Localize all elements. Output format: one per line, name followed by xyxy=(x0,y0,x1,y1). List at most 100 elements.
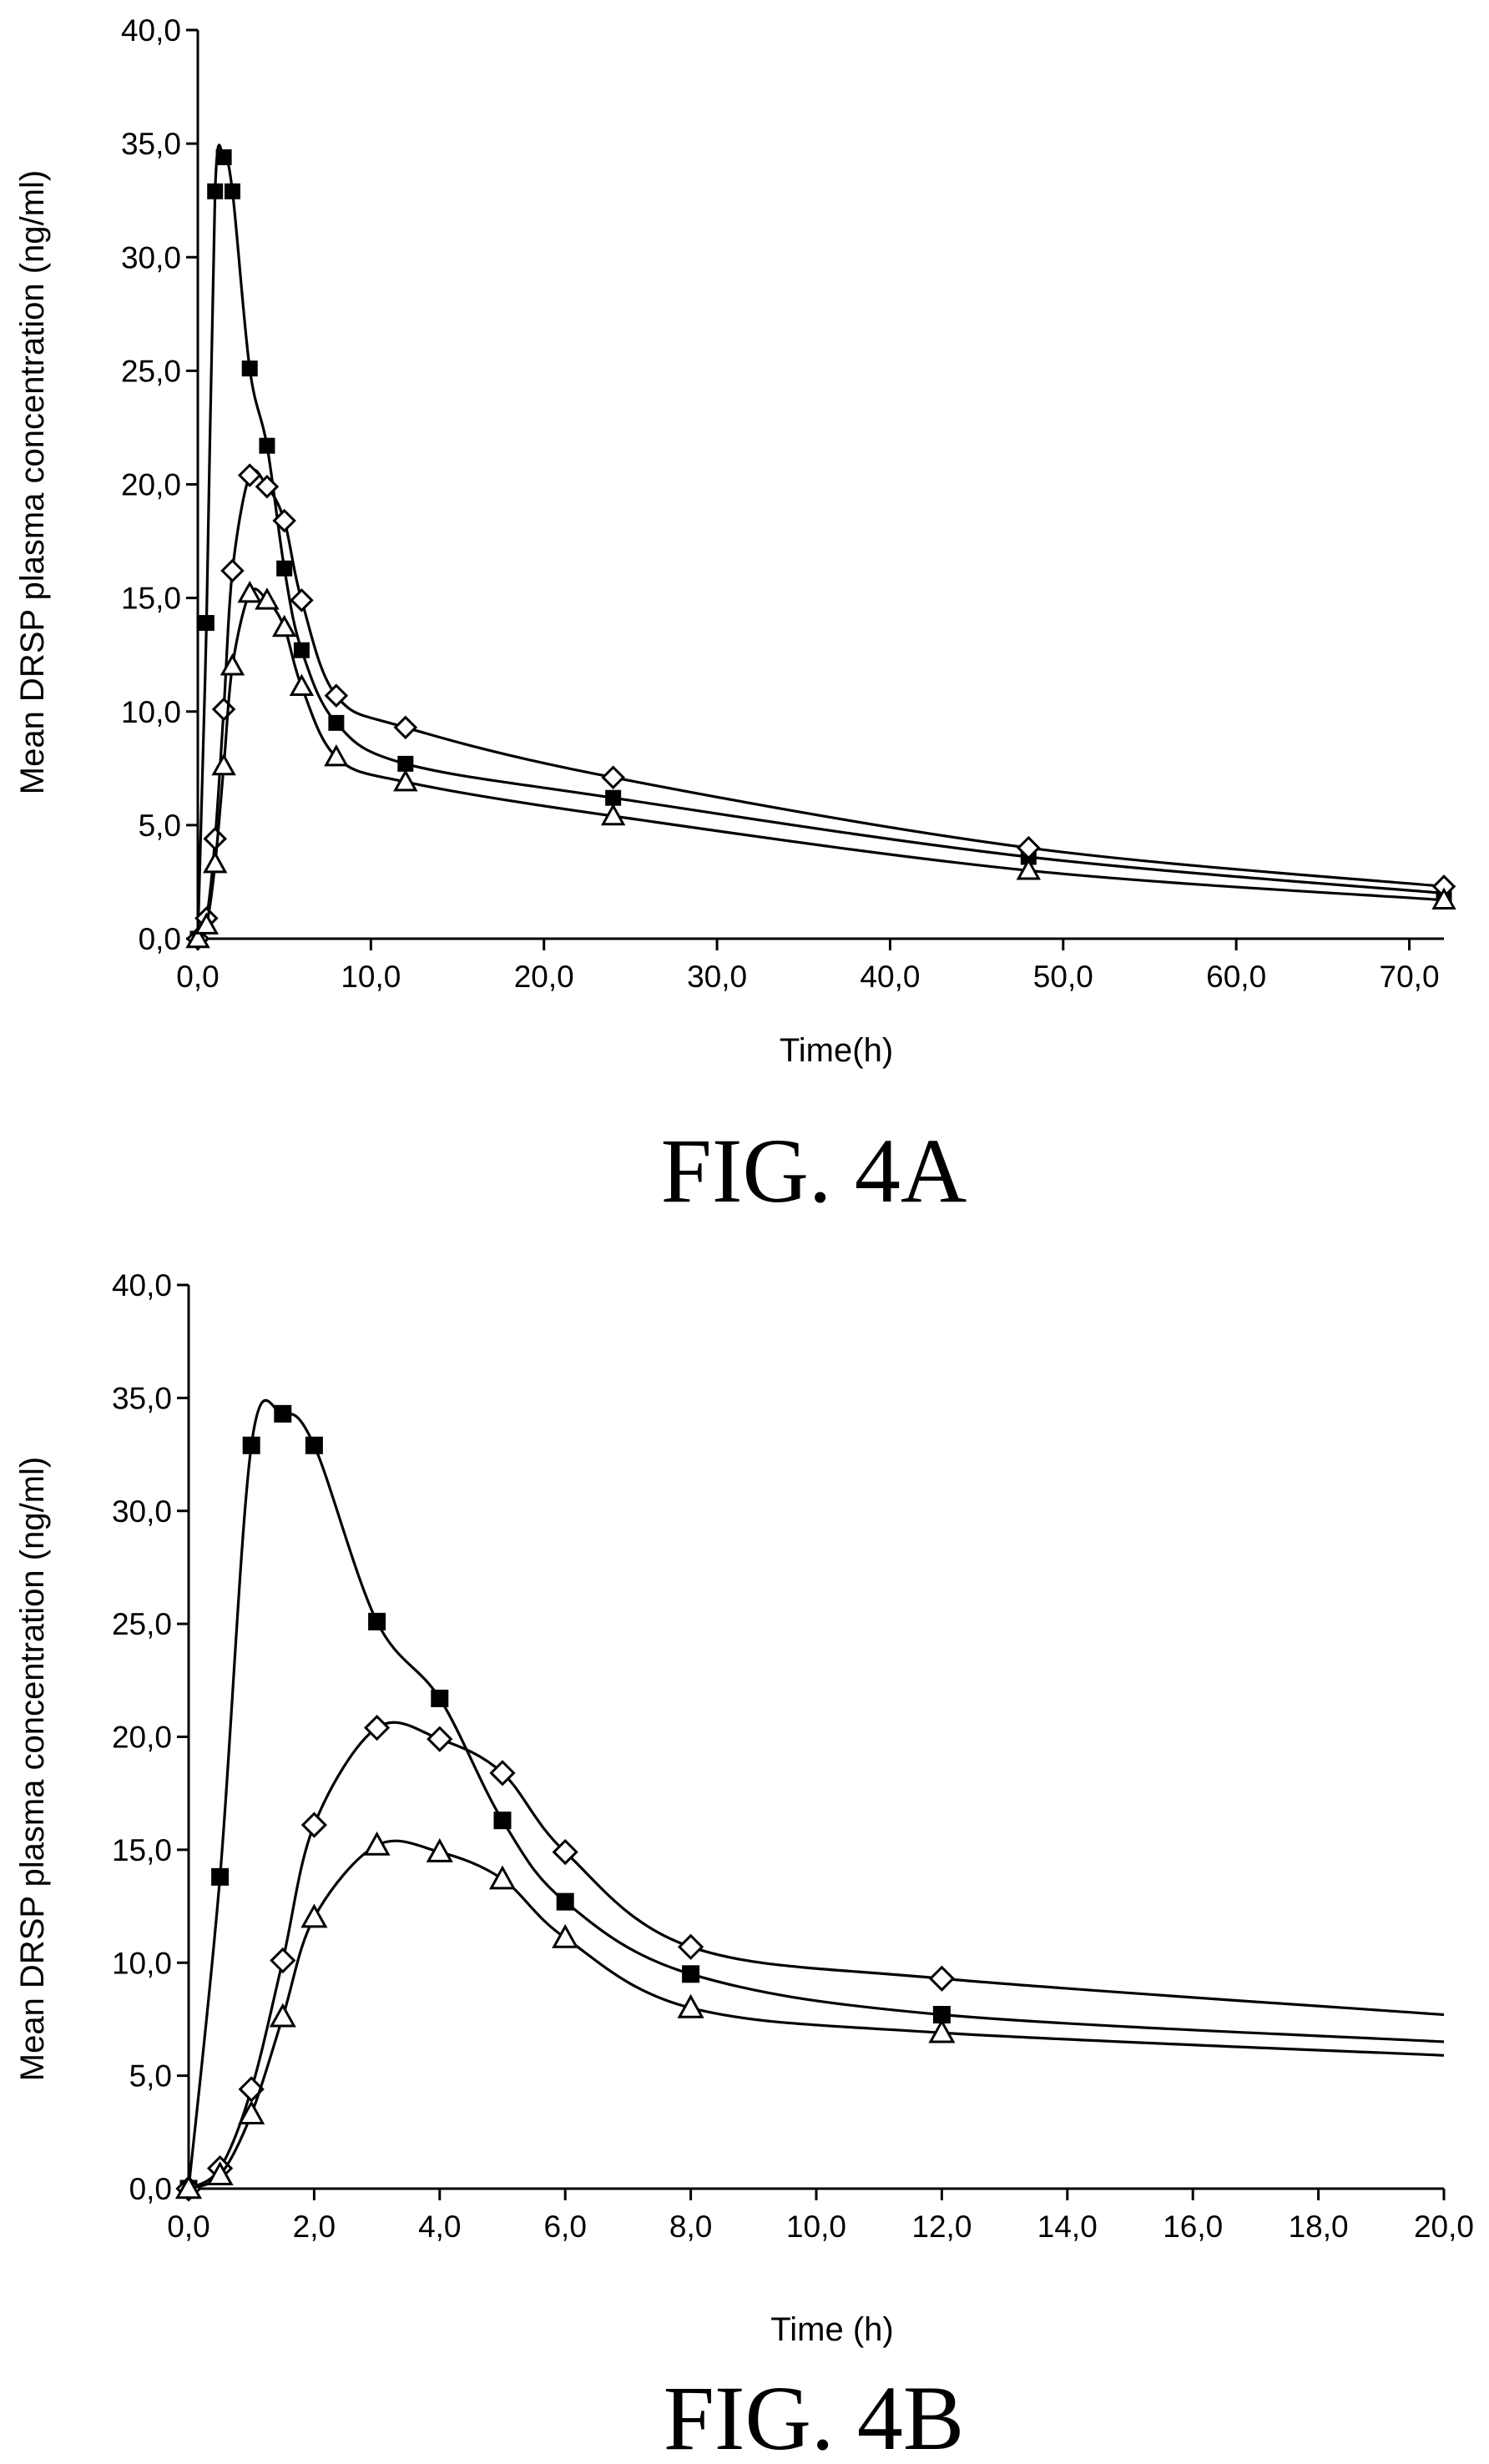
data-point-filled-square xyxy=(605,789,622,806)
data-point-open-triangle xyxy=(203,850,228,874)
series-line-filled-square xyxy=(187,1398,1445,2189)
x-tick-label: 40,0 xyxy=(860,960,920,994)
x-tick-label: 6,0 xyxy=(543,2210,586,2244)
data-point-open-triangle xyxy=(300,1903,328,1928)
series-line-filled-square xyxy=(196,144,1445,940)
x-tick-label: 8,0 xyxy=(669,2210,712,2244)
x-tick-label: 50,0 xyxy=(1033,960,1093,994)
data-point-open-triangle xyxy=(237,580,262,603)
data-point-open-diamond xyxy=(270,1947,296,1974)
data-point-open-triangle xyxy=(174,2174,203,2199)
data-point-open-diamond xyxy=(427,1726,453,1752)
data-point-open-triangle xyxy=(289,673,315,697)
y-tick-label: 25,0 xyxy=(112,1607,172,1641)
y-tick-label: 20,0 xyxy=(121,468,181,502)
data-point-filled-square xyxy=(211,1867,230,1886)
data-point-filled-square xyxy=(276,560,293,577)
figure-caption-fig-4a: FIG. 4A xyxy=(661,1120,967,1222)
data-point-open-triangle xyxy=(1016,858,1042,880)
x-tick-label: 12,0 xyxy=(911,2210,972,2244)
y-tick-label: 30,0 xyxy=(112,1494,172,1529)
data-point-open-triangle xyxy=(552,1923,579,1948)
data-point-open-triangle xyxy=(426,1837,453,1862)
data-point-open-triangle xyxy=(269,2003,296,2028)
data-point-filled-square xyxy=(397,755,414,772)
data-point-filled-square xyxy=(431,1689,449,1707)
y-axis-label-fig-4b: Mean DRSP plasma concentration (ng/ml) xyxy=(14,1457,51,2081)
x-tick-label: 2,0 xyxy=(293,2210,336,2244)
data-point-open-diamond xyxy=(393,715,418,740)
figure-caption-fig-4b: FIG. 4B xyxy=(664,2367,965,2464)
chart-fig-4b: 0,0 5,0 10,0 15,0 20,0 25,0 30,0 35,0 40,0 0,0 2,0… xyxy=(14,1268,1474,2464)
data-point-filled-square xyxy=(242,1436,260,1454)
data-point-filled-square xyxy=(305,1436,323,1454)
data-point-open-triangle xyxy=(220,653,245,676)
y-tick-label: 15,0 xyxy=(121,582,181,616)
data-point-filled-square xyxy=(241,360,258,377)
axes-fig-4a xyxy=(186,28,1444,950)
data-point-filled-square xyxy=(493,1811,512,1830)
x-tick-label: 10,0 xyxy=(341,960,401,994)
data-point-filled-square xyxy=(682,1965,700,1983)
y-axis-label-fig-4a: Mean DRSP plasma concentration (ng/ml) xyxy=(14,170,51,794)
x-tick-label: 10,0 xyxy=(786,2210,846,2244)
data-point-open-diamond xyxy=(363,1715,391,1741)
data-point-filled-square xyxy=(556,1892,574,1911)
data-point-filled-square xyxy=(198,615,215,632)
x-axis-label-fig-4b: Time (h) xyxy=(770,2311,893,2348)
data-point-open-triangle xyxy=(600,803,626,826)
x-tick-label: 18,0 xyxy=(1289,2210,1349,2244)
data-point-open-triangle xyxy=(928,2018,956,2043)
y-tick-label: 0,0 xyxy=(139,922,181,956)
data-point-open-triangle xyxy=(488,1865,517,1890)
x-tick-label: 70,0 xyxy=(1380,960,1440,994)
data-point-open-diamond xyxy=(300,1811,328,1838)
data-point-open-triangle xyxy=(324,743,349,767)
x-tick-label: 20,0 xyxy=(1414,2210,1474,2244)
x-tick-label: 60,0 xyxy=(1206,960,1266,994)
y-tick-label: 15,0 xyxy=(112,1833,172,1867)
axes-fig-4b xyxy=(177,1283,1446,2200)
y-tick-label: 10,0 xyxy=(121,695,181,729)
y-tick-label: 35,0 xyxy=(121,127,181,161)
data-point-filled-square xyxy=(224,183,240,199)
x-axis-label-fig-4a: Time(h) xyxy=(780,1032,893,1069)
x-tick-label: 30,0 xyxy=(687,960,747,994)
data-point-open-diamond xyxy=(272,508,296,533)
data-point-filled-square xyxy=(293,642,310,658)
data-point-open-diamond xyxy=(290,588,314,612)
data-point-open-diamond xyxy=(677,1933,704,1960)
x-tick-label: 16,0 xyxy=(1163,2210,1223,2244)
series-line-open-diamond xyxy=(196,468,1445,940)
data-point-filled-square xyxy=(259,437,275,454)
data-point-open-diamond xyxy=(928,1965,956,1992)
data-point-open-diamond xyxy=(237,463,262,487)
y-tick-label: 40,0 xyxy=(121,13,181,48)
data-point-open-diamond xyxy=(552,1838,578,1866)
data-point-open-diamond xyxy=(489,1760,516,1786)
series-line-open-triangle xyxy=(196,587,1445,940)
x-tick-label: 14,0 xyxy=(1037,2210,1098,2244)
data-point-open-triangle xyxy=(185,925,210,949)
data-point-open-triangle xyxy=(211,753,236,776)
series-line-open-diamond xyxy=(188,1721,1445,2190)
data-point-filled-square xyxy=(207,183,224,199)
y-tick-label: 40,0 xyxy=(112,1268,172,1303)
data-point-filled-square xyxy=(274,1404,292,1423)
data-point-open-triangle xyxy=(677,1993,704,2018)
y-tick-label: 35,0 xyxy=(112,1381,172,1415)
tick-labels-fig-4a: 0,0 5,0 10,0 15,0 20,0 25,0 30,0 35,0 40,0 0,0 10,… xyxy=(121,13,1440,994)
y-tick-label: 30,0 xyxy=(121,240,181,275)
x-tick-label: 0,0 xyxy=(176,960,219,994)
x-tick-label: 20,0 xyxy=(514,960,574,994)
y-tick-label: 10,0 xyxy=(112,1946,172,1980)
y-tick-label: 5,0 xyxy=(129,2059,172,2094)
y-tick-label: 5,0 xyxy=(139,809,181,843)
data-point-open-diamond xyxy=(255,474,280,499)
data-point-filled-square xyxy=(215,149,232,165)
data-point-open-diamond xyxy=(220,558,245,583)
x-tick-label: 0,0 xyxy=(167,2210,209,2244)
y-tick-label: 20,0 xyxy=(112,1721,172,1755)
data-point-open-triangle xyxy=(238,2100,265,2124)
